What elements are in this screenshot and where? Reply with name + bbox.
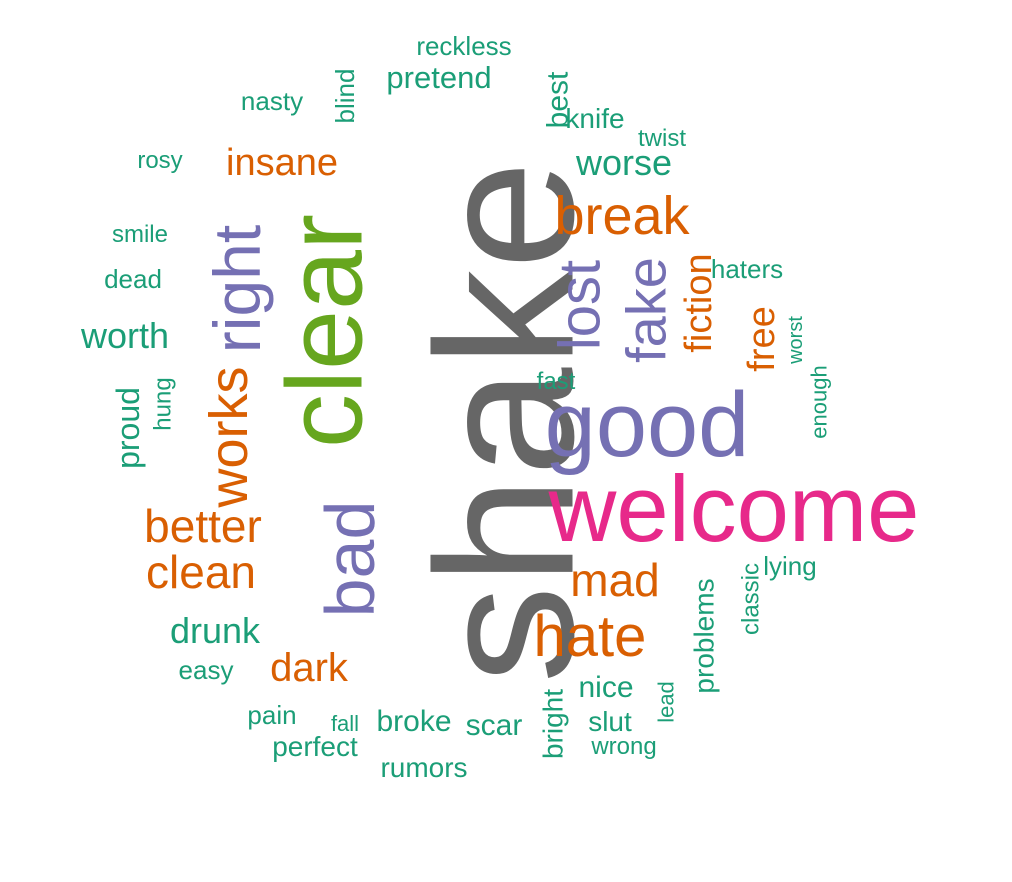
word-hung: hung bbox=[150, 377, 177, 430]
word-proud: proud bbox=[110, 387, 146, 469]
word-blind: blind bbox=[330, 69, 360, 124]
word-free: free bbox=[741, 306, 783, 371]
word-worst: worst bbox=[785, 316, 807, 365]
word-twist: twist bbox=[638, 125, 686, 152]
word-slut: slut bbox=[588, 706, 632, 737]
word-right: right bbox=[200, 225, 274, 353]
word-better: better bbox=[144, 500, 262, 552]
word-good: good bbox=[545, 374, 750, 476]
word-mad: mad bbox=[570, 554, 659, 606]
word-bright: bright bbox=[538, 689, 569, 759]
word-wrong: wrong bbox=[590, 733, 656, 760]
word-rumors: rumors bbox=[380, 752, 467, 783]
word-worse: worse bbox=[575, 142, 672, 183]
word-pretend: pretend bbox=[386, 60, 491, 95]
word-dark: dark bbox=[270, 646, 349, 690]
word-clean: clean bbox=[146, 546, 256, 598]
word-break: break bbox=[554, 186, 690, 246]
word-lead: lead bbox=[654, 681, 679, 723]
word-nice: nice bbox=[578, 671, 633, 704]
word-works: works bbox=[199, 366, 259, 508]
word-problems: problems bbox=[689, 578, 720, 693]
word-pain: pain bbox=[247, 700, 296, 730]
word-classic: classic bbox=[738, 563, 765, 635]
word-fake: fake bbox=[615, 257, 678, 363]
word-clear: clear bbox=[264, 214, 385, 448]
word-reckless: reckless bbox=[416, 31, 511, 61]
word-best: best bbox=[542, 71, 575, 128]
word-bad: bad bbox=[311, 501, 389, 618]
word-perfect: perfect bbox=[272, 731, 358, 762]
word-enough: enough bbox=[807, 365, 832, 438]
word-knife: knife bbox=[565, 103, 624, 134]
word-smile: smile bbox=[112, 221, 168, 248]
word-scar: scar bbox=[466, 709, 523, 742]
word-broke: broke bbox=[376, 705, 451, 738]
word-rosy: rosy bbox=[137, 147, 182, 174]
word-fall: fall bbox=[331, 711, 359, 736]
word-insane: insane bbox=[226, 142, 338, 184]
word-lying: lying bbox=[763, 551, 816, 581]
word-worth: worth bbox=[80, 315, 169, 356]
word-hate: hate bbox=[534, 604, 647, 669]
word-fast: fast bbox=[537, 368, 576, 395]
word-nasty: nasty bbox=[241, 86, 303, 116]
word-haters: haters bbox=[711, 254, 783, 284]
word-drunk: drunk bbox=[170, 610, 261, 651]
word-lost: lost bbox=[548, 260, 613, 350]
word-welcome: welcome bbox=[548, 456, 920, 561]
word-easy: easy bbox=[179, 655, 234, 685]
word-fiction: fiction bbox=[678, 253, 720, 352]
word-dead: dead bbox=[104, 264, 162, 294]
word-shake: shake bbox=[396, 160, 615, 683]
